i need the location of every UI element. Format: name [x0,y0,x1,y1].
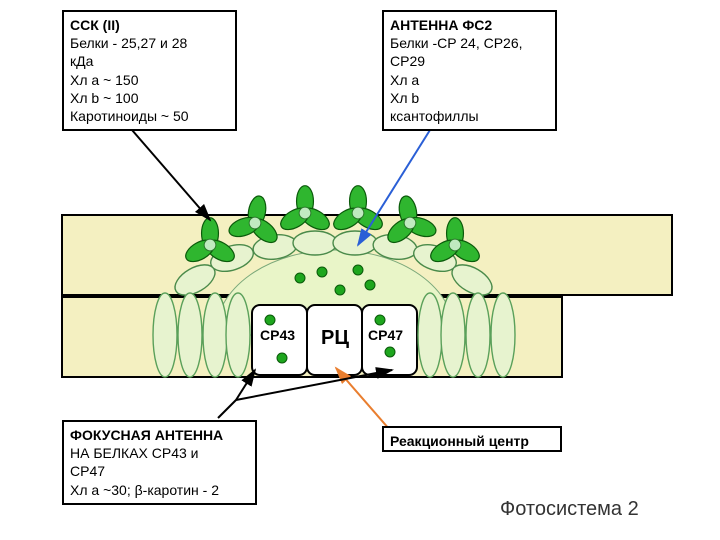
pigment-dot [295,273,305,283]
pigment-dot [385,347,395,357]
side-ellipse [226,293,250,377]
antenna-ps2-box: АНТЕННА ФС2Белки -CP 24, CP26,CP29Хл aХл… [382,10,557,131]
side-ellipse [466,293,490,377]
pigment-dot [277,353,287,363]
lhc-ellipse [293,231,337,255]
pigment-dot [265,315,275,325]
cp47-label: CP47 [368,327,403,343]
side-ellipse [178,293,202,377]
side-ellipse [418,293,442,377]
pigment-dot [335,285,345,295]
side-ellipse [153,293,177,377]
pigment-dot [375,315,385,325]
cp43-label: CP43 [260,327,295,343]
pigment-dot [353,265,363,275]
pigment-dot [365,280,375,290]
arrow-focal-stem [218,400,236,418]
lhc-ellipse [333,231,377,255]
reaction-center-label-box: Реакционный центр [382,426,562,452]
side-ellipse [491,293,515,377]
arrow-cck [132,130,210,220]
pigment-dot [317,267,327,277]
side-ellipse [441,293,465,377]
side-ellipse [203,293,227,377]
figure-caption: Фотосистема 2 [500,498,639,521]
rc-label: РЦ [321,327,349,349]
cck-box: ССК (II)Белки - 25,27 и 28кДаХл a ~ 150Х… [62,10,237,131]
focal-antenna-box: ФОКУСНАЯ АНТЕННАНА БЕЛКАХ CP43 иCP47Хл a… [62,420,257,505]
